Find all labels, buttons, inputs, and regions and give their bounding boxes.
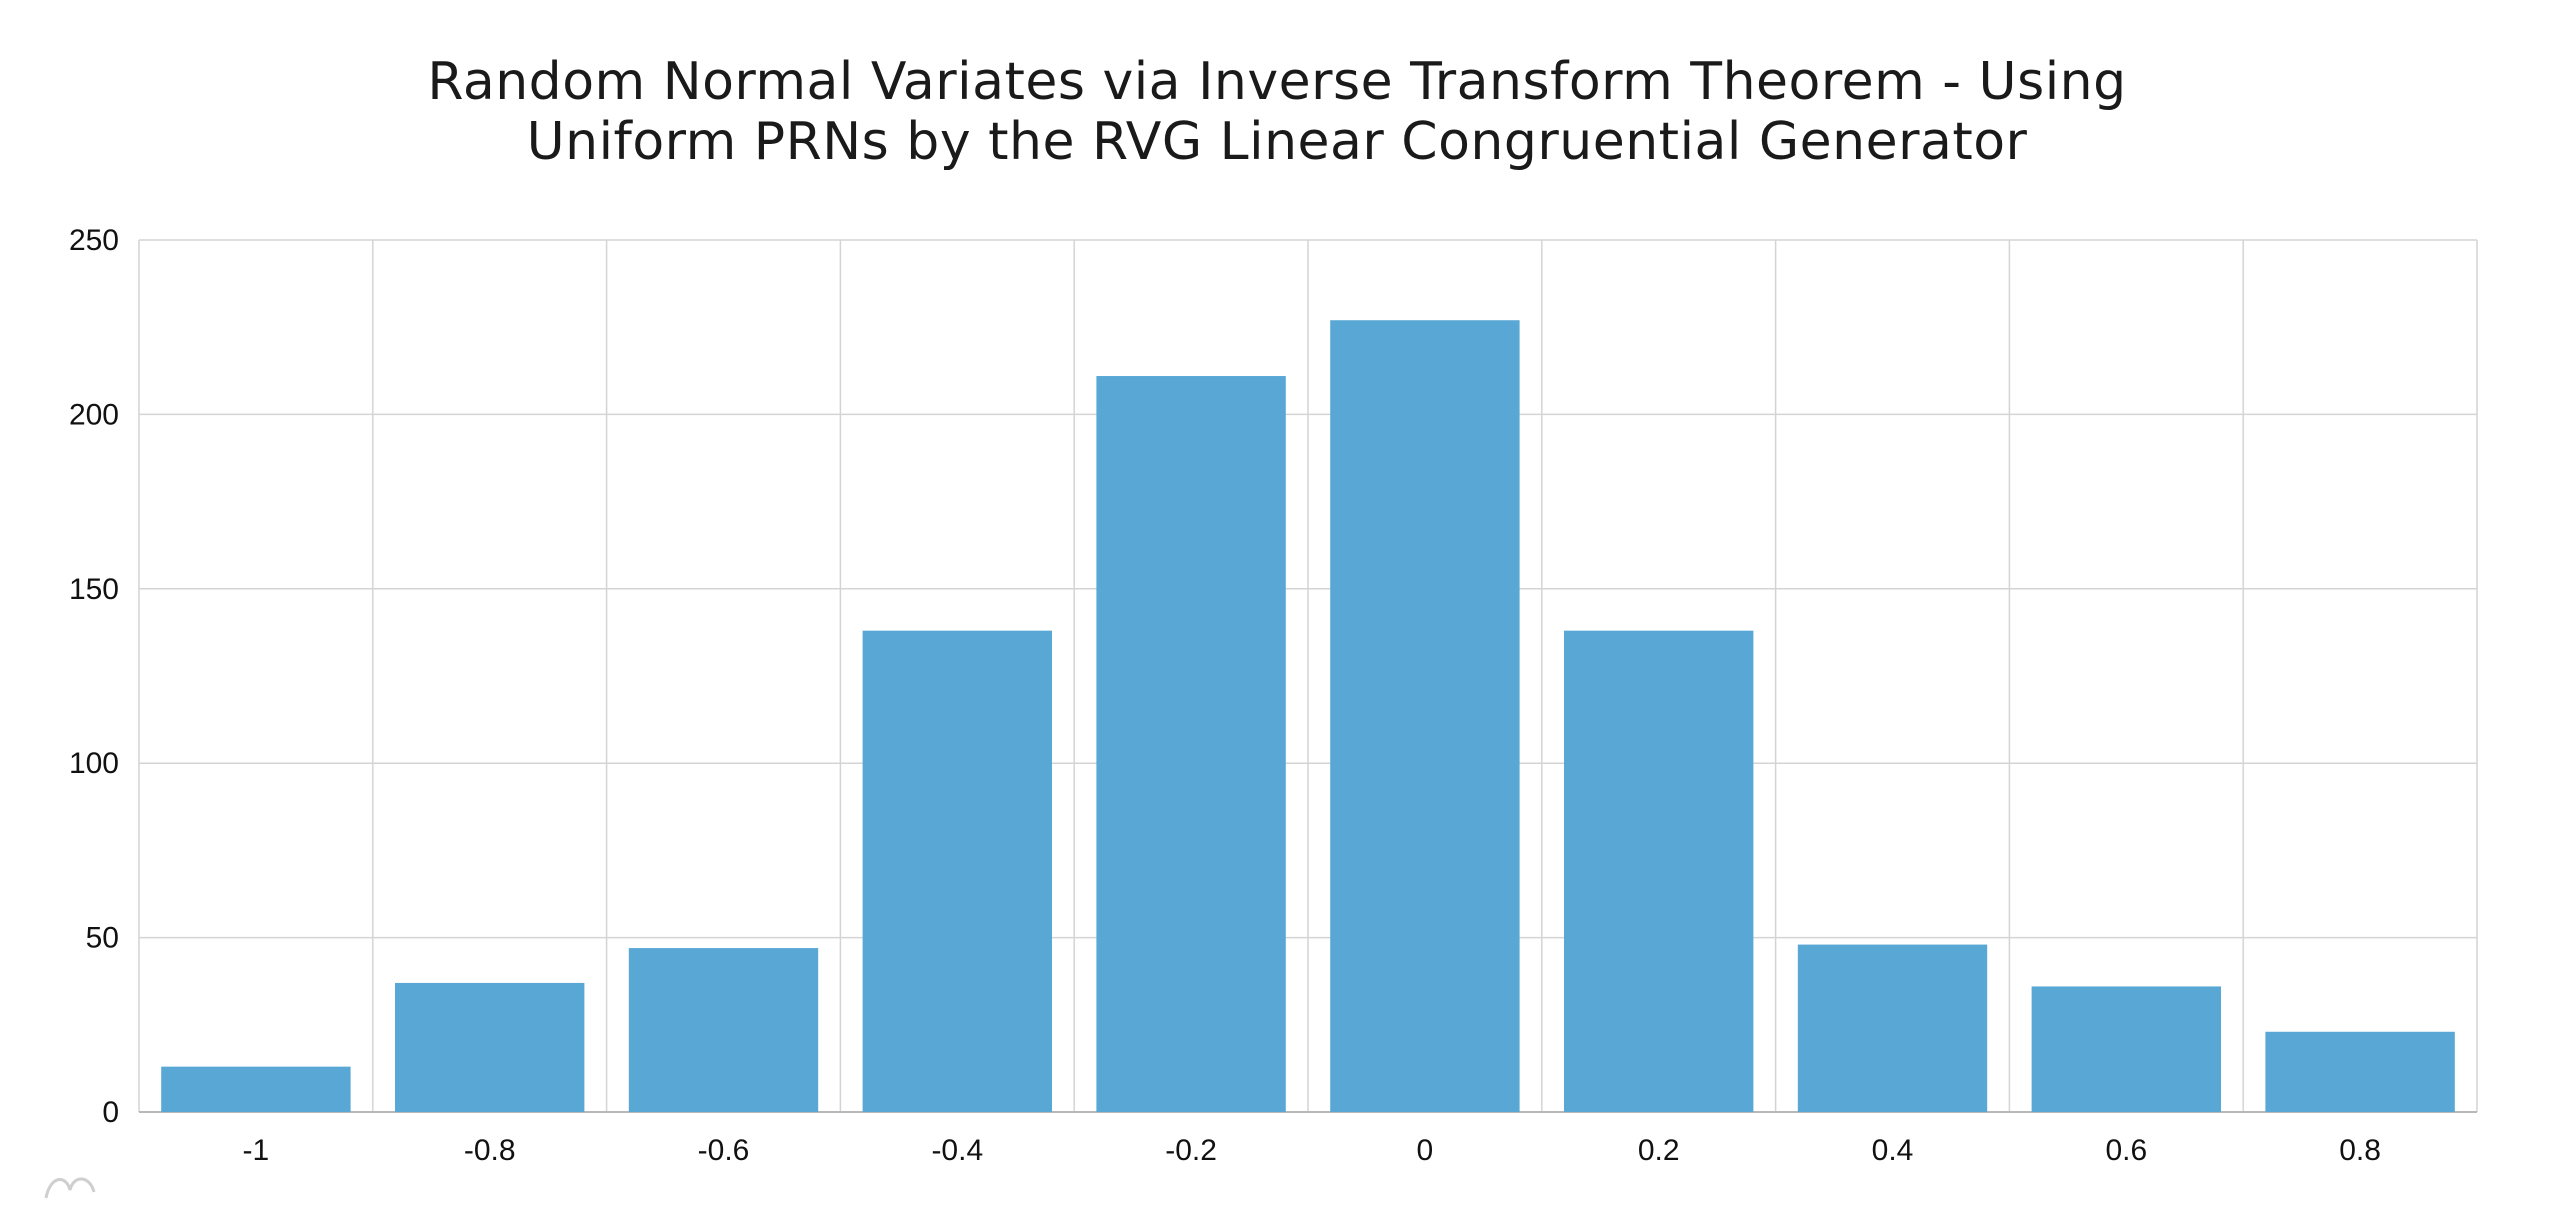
x-tick-label: 0 bbox=[1417, 1134, 1434, 1167]
x-tick-label: -0.6 bbox=[698, 1134, 750, 1167]
y-tick-label: 100 bbox=[69, 747, 119, 780]
chart-title-line-2: Uniform PRNs by the RVG Linear Congruent… bbox=[526, 112, 2028, 172]
bar-0.6 bbox=[2031, 986, 2221, 1112]
bar--0.6 bbox=[628, 948, 819, 1112]
y-axis-ticks: 0 50 100 150 200 250 bbox=[69, 224, 119, 1129]
x-tick-label: -0.4 bbox=[931, 1134, 983, 1167]
corner-logo-icon bbox=[44, 1177, 96, 1199]
bar-0.8 bbox=[2265, 1031, 2455, 1112]
x-tick-label: 0.6 bbox=[2105, 1134, 2147, 1167]
y-tick-label: 150 bbox=[69, 573, 119, 606]
x-tick-label: -0.2 bbox=[1165, 1134, 1217, 1167]
bar--0.4 bbox=[862, 630, 1052, 1112]
x-tick-label: -1 bbox=[243, 1134, 270, 1167]
bar-0 bbox=[1330, 320, 1520, 1112]
bars bbox=[161, 320, 2455, 1113]
bar--0.8 bbox=[395, 982, 585, 1112]
bar--1 bbox=[161, 1066, 351, 1112]
x-tick-label: 0.2 bbox=[1638, 1134, 1680, 1167]
x-axis-ticks: -1 -0.8 -0.6 -0.4 -0.2 0 0.2 0.4 0.6 0.8 bbox=[243, 1134, 2381, 1167]
x-tick-label: 0.4 bbox=[1872, 1134, 1914, 1167]
y-tick-label: 250 bbox=[69, 224, 119, 257]
x-tick-label: -0.8 bbox=[464, 1134, 516, 1167]
bar-0.2 bbox=[1564, 630, 1754, 1112]
chart-title: Random Normal Variates via Inverse Trans… bbox=[0, 52, 2554, 172]
chart-title-line-1: Random Normal Variates via Inverse Trans… bbox=[427, 52, 2127, 112]
x-tick-label: 0.8 bbox=[2339, 1134, 2381, 1167]
grid bbox=[138, 239, 2478, 1113]
y-tick-label: 50 bbox=[86, 922, 119, 955]
y-tick-label: 0 bbox=[102, 1096, 119, 1129]
y-tick-label: 200 bbox=[69, 398, 119, 431]
bar-0.4 bbox=[1797, 944, 1988, 1112]
bar--0.2 bbox=[1096, 376, 1286, 1113]
